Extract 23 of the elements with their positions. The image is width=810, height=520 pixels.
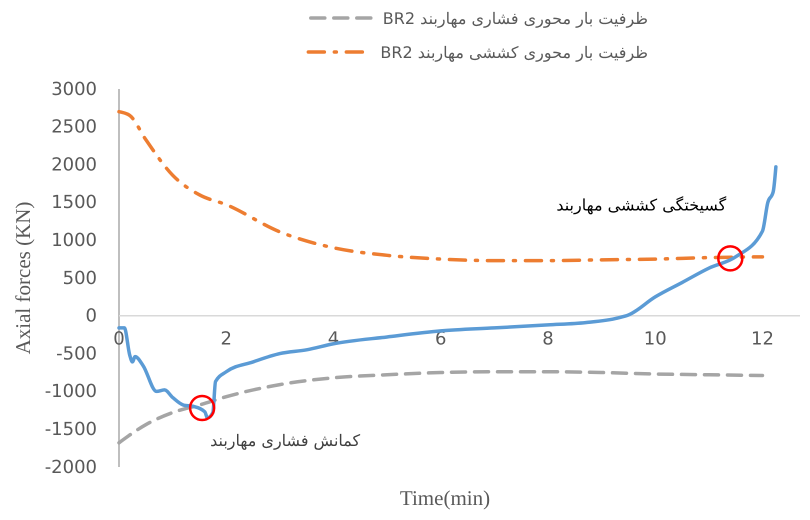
- y-tick-label: -2000: [44, 456, 97, 478]
- line-series: [117, 110, 764, 262]
- x-tick-label: 2: [220, 328, 232, 350]
- y-tick-label: 2500: [51, 116, 97, 138]
- y-tick-label: -1000: [44, 381, 97, 402]
- y-tick-label: 0: [86, 306, 97, 327]
- y-tick-label: 2000: [51, 154, 97, 176]
- x-tick-label: 12: [751, 328, 774, 350]
- legend-label: ظرفیت بار محوری کششی مهاربند BR2: [380, 43, 648, 62]
- annotation: گسیختگی کششی مهاربند: [556, 195, 727, 214]
- y-tick-label: -1500: [44, 418, 97, 440]
- x-tick-label: 0: [113, 328, 125, 350]
- y-tick-label: -500: [56, 343, 97, 364]
- y-tick-label: 3000: [51, 78, 97, 100]
- x-axis-title: Time(min): [400, 486, 490, 510]
- legend-label: ظرفیت بار محوری فشاری مهاربند BR2: [382, 9, 648, 28]
- y-tick-label: 1500: [51, 192, 97, 214]
- y-tick-label: 500: [62, 268, 97, 289]
- y-tick-label: 1000: [51, 230, 97, 251]
- x-tick-label: 10: [644, 328, 667, 350]
- annotation: کمانش فشاری مهاربند: [210, 431, 361, 450]
- y-axis-title: Axial forces (KN): [11, 202, 35, 354]
- x-tick-label: 8: [542, 328, 554, 350]
